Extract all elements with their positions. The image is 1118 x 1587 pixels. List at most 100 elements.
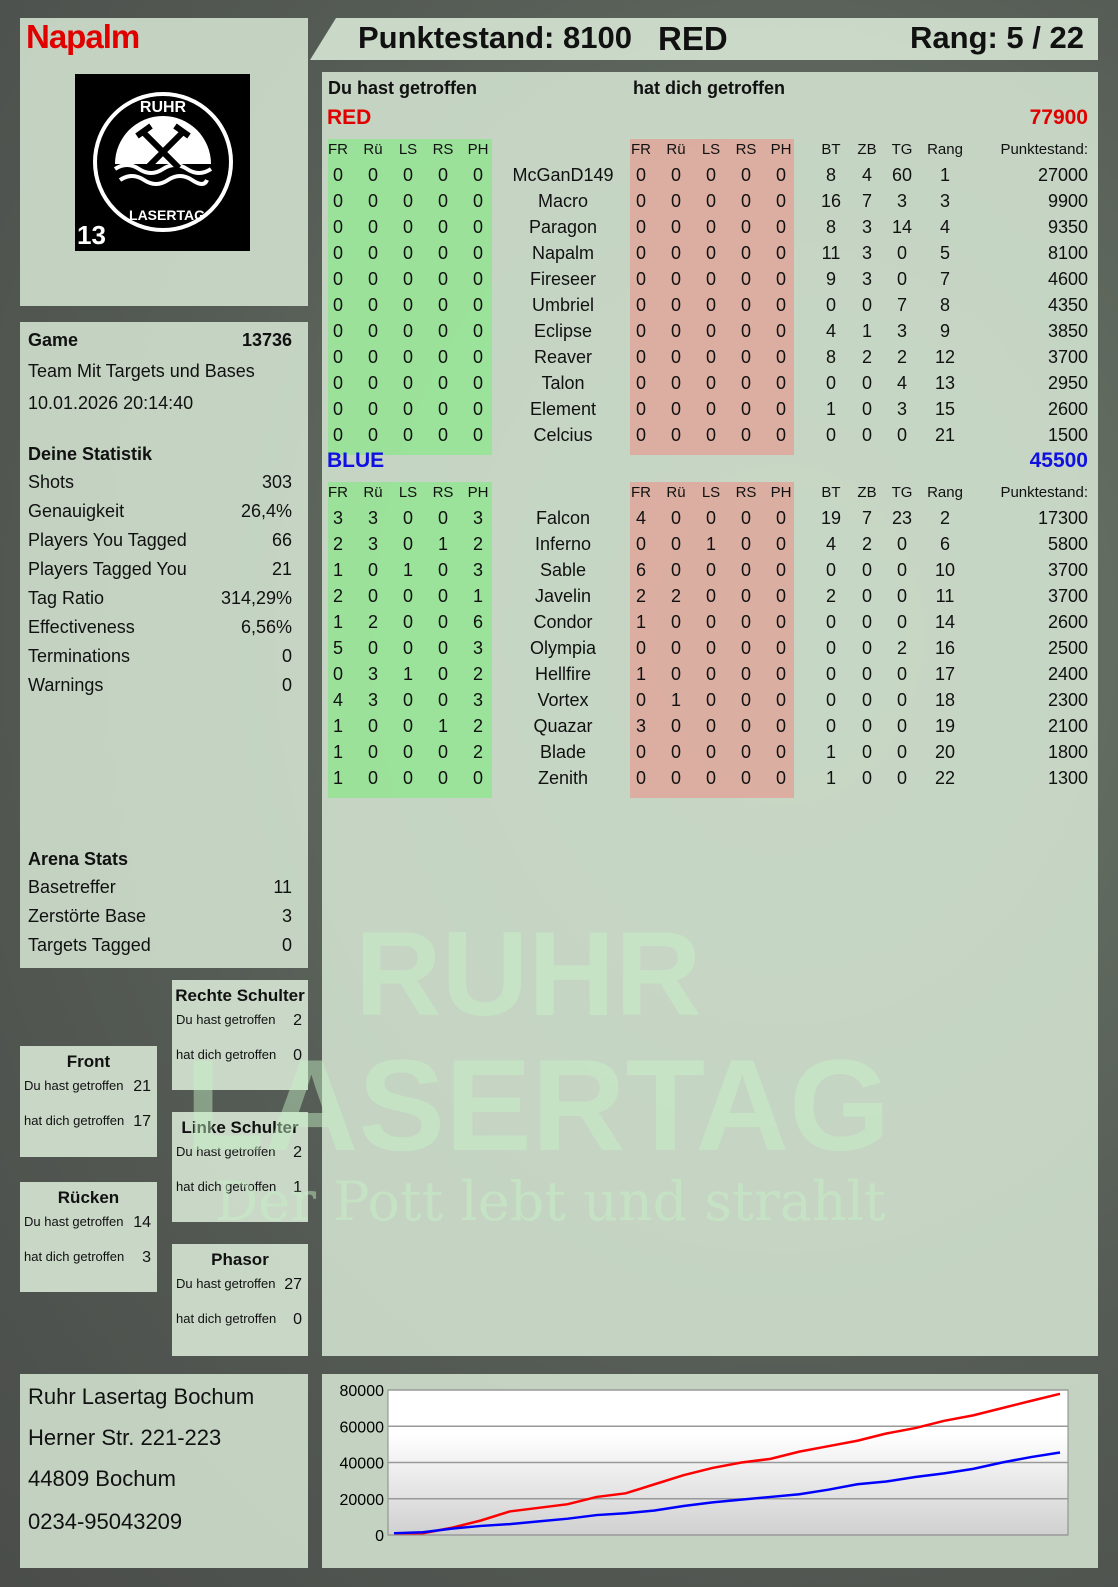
- table-cell: 0: [367, 165, 378, 185]
- table-cell: 9: [939, 321, 950, 341]
- table-cell: 0: [775, 295, 786, 315]
- table-cell: 0: [670, 742, 681, 762]
- column-header: FR: [631, 141, 651, 158]
- table-cell: 0: [775, 425, 786, 445]
- zone-row-value: 2: [293, 1012, 302, 1029]
- table-cell: 0: [472, 347, 483, 367]
- table-cell: 0: [896, 664, 907, 684]
- game-mode: Team Mit Targets und Bases: [28, 361, 255, 381]
- table-cell: 5: [332, 638, 343, 658]
- table-cell: 0: [775, 217, 786, 237]
- table-cell: 3: [896, 191, 907, 211]
- table-cell: 0: [670, 716, 681, 736]
- column-header: PH: [467, 484, 489, 501]
- table-cell: 1: [939, 165, 950, 185]
- table-cell: 0: [472, 399, 483, 419]
- table-cell: 1: [437, 716, 448, 736]
- table-cell: 3: [861, 217, 872, 237]
- table-cell: 0: [775, 243, 786, 263]
- hit-title: Du hast getroffen: [328, 78, 478, 98]
- column-header: ZB: [857, 484, 877, 501]
- table-cell: 0: [740, 560, 751, 580]
- table-cell: 2: [472, 742, 483, 762]
- table-cell: 7: [861, 508, 872, 528]
- column-header: Rü: [666, 141, 686, 158]
- table-cell: 0: [472, 373, 483, 393]
- table-cell: 4: [861, 165, 872, 185]
- score-cell: 3700: [1047, 347, 1088, 367]
- got-columns-bg: [630, 139, 794, 455]
- table-cell: 3: [367, 690, 378, 710]
- table-cell: 16: [934, 638, 956, 658]
- table-cell: 0: [705, 742, 716, 762]
- player-name-cell: McGanD149: [512, 165, 614, 185]
- table-cell: 18: [934, 690, 956, 710]
- game-id: 13736: [241, 330, 292, 350]
- table-cell: 0: [332, 295, 343, 315]
- table-cell: 0: [437, 321, 448, 341]
- table-cell: 0: [332, 191, 343, 211]
- score-cell: 17300: [1037, 508, 1088, 528]
- hit-columns-bg: [328, 139, 492, 455]
- table-cell: 0: [367, 768, 378, 788]
- column-header: Punktestand:: [1000, 484, 1088, 501]
- player-name-cell: Inferno: [534, 534, 592, 554]
- table-cell: 1: [402, 664, 413, 684]
- table-cell: 0: [670, 269, 681, 289]
- table-cell: 3: [896, 399, 907, 419]
- table-cell: 0: [635, 373, 646, 393]
- player-name-cell: Javelin: [534, 586, 592, 606]
- zone-row-value: 0: [293, 1311, 302, 1328]
- table-cell: 0: [367, 425, 378, 445]
- table-cell: 1: [332, 742, 343, 762]
- table-cell: 1: [825, 768, 836, 788]
- table-cell: 0: [437, 399, 448, 419]
- zone-row: hat dich getroffen 1: [176, 1179, 302, 1197]
- table-cell: 0: [437, 586, 448, 606]
- table-cell: 0: [437, 612, 448, 632]
- column-header: BT: [821, 484, 841, 501]
- arena-value: 0: [281, 935, 292, 955]
- table-cell: 1: [472, 586, 483, 606]
- table-cell: 0: [437, 638, 448, 658]
- team-name: BLUE: [327, 449, 385, 472]
- table-cell: 0: [437, 373, 448, 393]
- table-cell: 13: [934, 373, 956, 393]
- score-cell: 9350: [1047, 217, 1088, 237]
- arena-value: 11: [273, 877, 292, 897]
- table-cell: 2: [670, 586, 681, 606]
- team-label: RED: [658, 20, 728, 57]
- table-cell: 0: [332, 321, 343, 341]
- table-cell: 0: [705, 243, 716, 263]
- table-cell: 0: [402, 321, 413, 341]
- table-cell: 0: [332, 243, 343, 263]
- table-cell: 0: [635, 690, 646, 710]
- table-cell: 19: [934, 716, 956, 736]
- player-name-cell: Celcius: [533, 425, 593, 445]
- table-cell: 0: [740, 347, 751, 367]
- column-header: FR: [328, 141, 348, 158]
- zone-row-value: 2: [293, 1144, 302, 1161]
- stats-panel: Game 13736 Team Mit Targets und Bases 10.…: [20, 322, 308, 968]
- stat-value: 0: [281, 675, 292, 695]
- table-cell: 3: [472, 638, 483, 658]
- hit-zone-box: Rücken Du hast getroffen 14 hat dich getrof…: [20, 1182, 157, 1292]
- table-cell: 0: [332, 425, 343, 445]
- player-name-cell: Talon: [541, 373, 585, 393]
- table-cell: 0: [670, 664, 681, 684]
- table-cell: 0: [472, 165, 483, 185]
- score-cell: 2500: [1047, 638, 1088, 658]
- table-cell: 0: [705, 586, 716, 606]
- zone-title: Linke Schulter: [181, 1118, 299, 1137]
- table-cell: 0: [740, 534, 751, 554]
- player-name-cell: Zenith: [537, 768, 589, 788]
- table-cell: 0: [670, 768, 681, 788]
- table-cell: 2: [472, 664, 483, 684]
- table-cell: 2: [472, 716, 483, 736]
- column-header: Punktestand:: [1000, 141, 1088, 158]
- table-cell: 0: [705, 165, 716, 185]
- player-name-cell: Sable: [539, 560, 587, 580]
- table-cell: 0: [472, 768, 483, 788]
- table-cell: 0: [705, 508, 716, 528]
- score-cell: 3700: [1047, 586, 1088, 606]
